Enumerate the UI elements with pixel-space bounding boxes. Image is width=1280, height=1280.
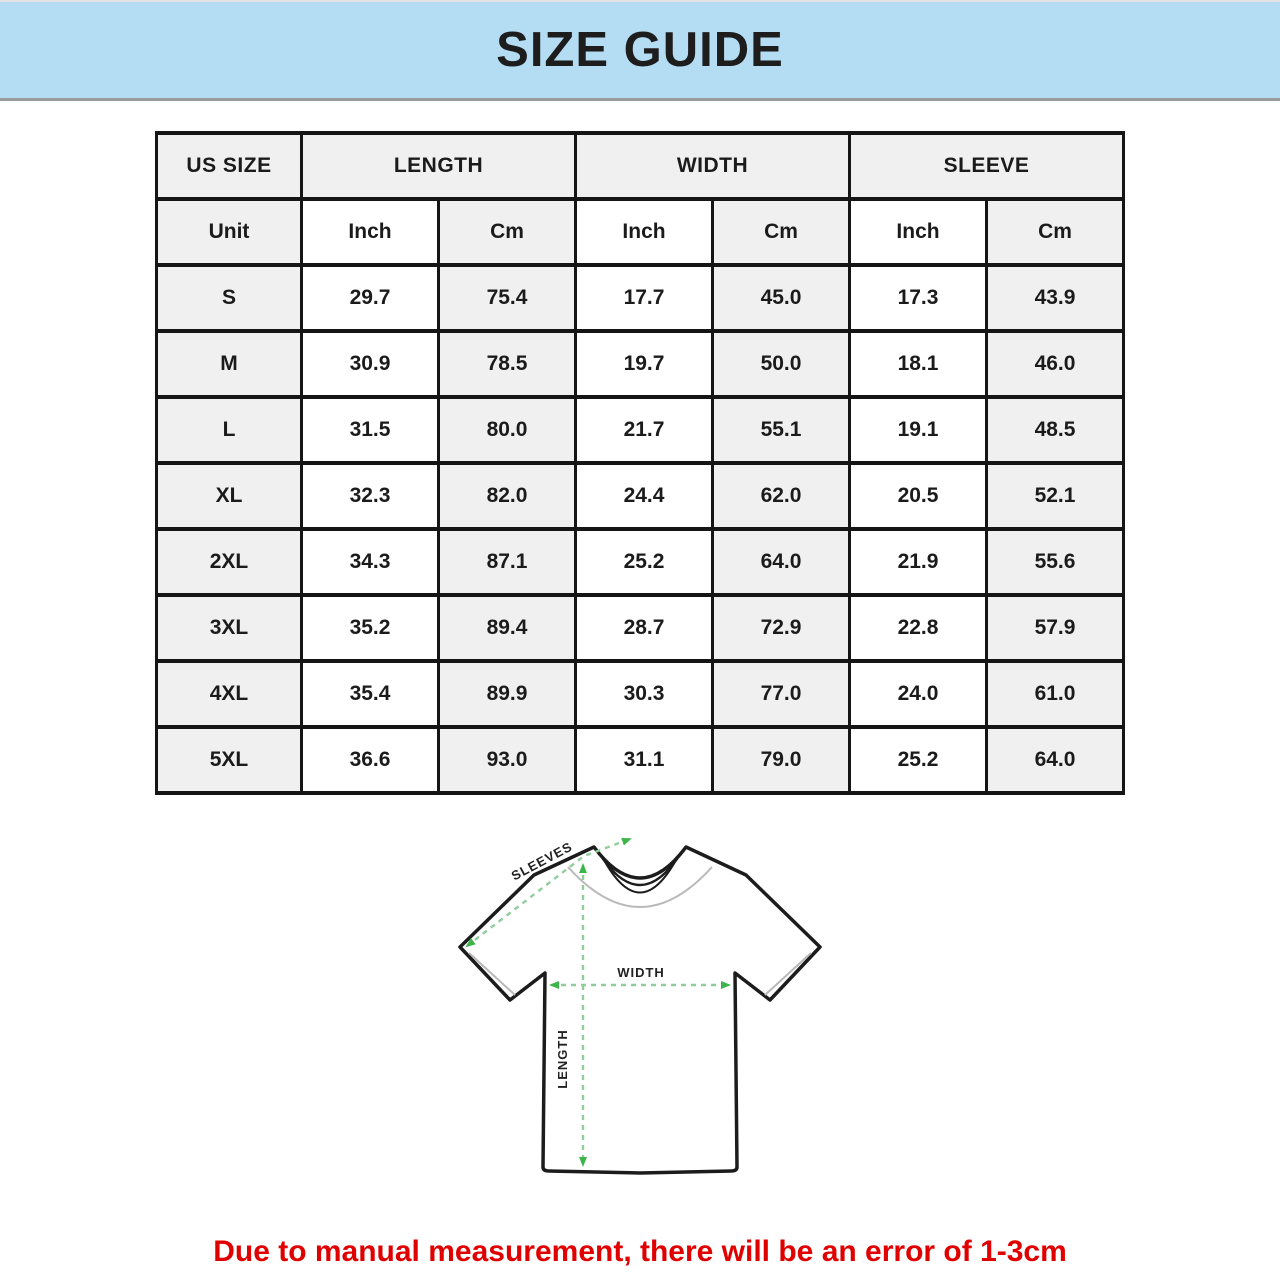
value-cm: 64.0: [711, 527, 851, 597]
value-cm: 72.9: [711, 593, 851, 663]
size-label: 4XL: [155, 659, 303, 729]
value-cm: 80.0: [437, 395, 577, 465]
value-cm: 55.1: [711, 395, 851, 465]
table-row: 3XL 35.2 89.4 28.7 72.9 22.8 57.9: [155, 593, 1125, 663]
value-inch: 21.7: [574, 395, 714, 465]
value-cm: 55.6: [985, 527, 1125, 597]
value-cm: 82.0: [437, 461, 577, 531]
page-title: SIZE GUIDE: [496, 23, 784, 77]
value-cm: 46.0: [985, 329, 1125, 399]
column-header-length: LENGTH: [300, 131, 577, 201]
value-inch: 31.5: [300, 395, 440, 465]
unit-cm-label: Cm: [985, 197, 1125, 267]
value-cm: 48.5: [985, 395, 1125, 465]
value-cm: 52.1: [985, 461, 1125, 531]
unit-cm-label: Cm: [711, 197, 851, 267]
size-label: XL: [155, 461, 303, 531]
size-label: S: [155, 263, 303, 333]
table-row: L 31.5 80.0 21.7 55.1 19.1 48.5: [155, 395, 1125, 465]
value-cm: 62.0: [711, 461, 851, 531]
table-row: S 29.7 75.4 17.7 45.0 17.3 43.9: [155, 263, 1125, 333]
size-label: 5XL: [155, 725, 303, 795]
value-inch: 30.9: [300, 329, 440, 399]
table-row: XL 32.3 82.0 24.4 62.0 20.5 52.1: [155, 461, 1125, 531]
tshirt-outline: [458, 845, 822, 1175]
value-inch: 19.1: [848, 395, 988, 465]
value-inch: 34.3: [300, 527, 440, 597]
value-inch: 29.7: [300, 263, 440, 333]
value-inch: 24.0: [848, 659, 988, 729]
table-row: 2XL 34.3 87.1 25.2 64.0 21.9 55.6: [155, 527, 1125, 597]
size-table: US SIZE LENGTH WIDTH SLEEVE Unit Inch Cm…: [155, 131, 1125, 795]
value-inch: 18.1: [848, 329, 988, 399]
table-row: M 30.9 78.5 19.7 50.0 18.1 46.0: [155, 329, 1125, 399]
tshirt-diagram: LENGTH WIDTH SLEEVES: [444, 819, 836, 1211]
tshirt-illustration: LENGTH WIDTH SLEEVES: [458, 837, 822, 1175]
value-inch: 22.8: [848, 593, 988, 663]
value-inch: 24.4: [574, 461, 714, 531]
value-cm: 75.4: [437, 263, 577, 333]
value-inch: 35.2: [300, 593, 440, 663]
value-inch: 20.5: [848, 461, 988, 531]
value-inch: 28.7: [574, 593, 714, 663]
left-cuff-stitch: [468, 952, 516, 996]
table-row: 5XL 36.6 93.0 31.1 79.0 25.2 64.0: [155, 725, 1125, 795]
value-inch: 19.7: [574, 329, 714, 399]
width-label: WIDTH: [617, 965, 665, 980]
length-label: LENGTH: [555, 1029, 570, 1088]
size-label: L: [155, 395, 303, 465]
value-cm: 64.0: [985, 725, 1125, 795]
value-inch: 17.7: [574, 263, 714, 333]
sleeves-arrow: [465, 837, 632, 948]
size-table-body: S 29.7 75.4 17.7 45.0 17.3 43.9 M 30.9 78.5 19.7 50…: [155, 263, 1125, 795]
column-header-width: WIDTH: [574, 131, 851, 201]
value-inch: 25.2: [848, 725, 988, 795]
value-inch: 32.3: [300, 461, 440, 531]
value-cm: 89.9: [437, 659, 577, 729]
value-cm: 89.4: [437, 593, 577, 663]
value-inch: 36.6: [300, 725, 440, 795]
value-cm: 45.0: [711, 263, 851, 333]
value-cm: 57.9: [985, 593, 1125, 663]
value-cm: 77.0: [711, 659, 851, 729]
right-cuff-stitch: [764, 952, 812, 996]
value-inch: 25.2: [574, 527, 714, 597]
value-inch: 31.1: [574, 725, 714, 795]
value-cm: 50.0: [711, 329, 851, 399]
unit-inch-label: Inch: [300, 197, 440, 267]
value-cm: 93.0: [437, 725, 577, 795]
column-header-us-size: US SIZE: [155, 131, 303, 201]
value-inch: 21.9: [848, 527, 988, 597]
value-cm: 43.9: [985, 263, 1125, 333]
size-guide-banner: SIZE GUIDE: [0, 0, 1280, 101]
table-row: 4XL 35.4 89.9 30.3 77.0 24.0 61.0: [155, 659, 1125, 729]
value-cm: 79.0: [711, 725, 851, 795]
size-label: M: [155, 329, 303, 399]
value-cm: 78.5: [437, 329, 577, 399]
size-label: 2XL: [155, 527, 303, 597]
unit-label: Unit: [155, 197, 303, 267]
group-header-row: US SIZE LENGTH WIDTH SLEEVE: [155, 131, 1125, 201]
unit-cm-label: Cm: [437, 197, 577, 267]
unit-inch-label: Inch: [574, 197, 714, 267]
measurement-note: Due to manual measurement, there will be…: [213, 1235, 1067, 1268]
value-inch: 35.4: [300, 659, 440, 729]
value-inch: 17.3: [848, 263, 988, 333]
unit-inch-label: Inch: [848, 197, 988, 267]
size-label: 3XL: [155, 593, 303, 663]
value-cm: 87.1: [437, 527, 577, 597]
column-header-sleeve: SLEEVE: [848, 131, 1125, 201]
value-cm: 61.0: [985, 659, 1125, 729]
unit-header-row: Unit Inch Cm Inch Cm Inch Cm: [155, 197, 1125, 267]
value-inch: 30.3: [574, 659, 714, 729]
